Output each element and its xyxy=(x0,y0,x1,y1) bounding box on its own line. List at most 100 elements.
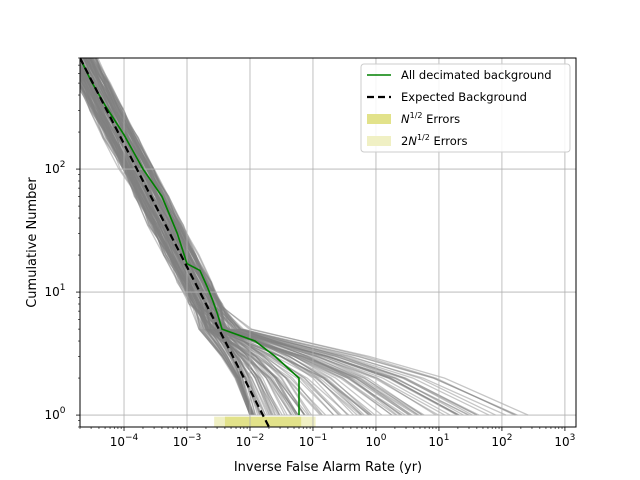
background-trace xyxy=(91,58,286,416)
background-trace xyxy=(80,69,253,416)
legend-swatch-patch xyxy=(367,114,391,124)
error-bands xyxy=(214,416,316,427)
background-trace xyxy=(80,75,255,416)
background-trace xyxy=(88,58,299,416)
background-trace xyxy=(80,84,420,416)
background-trace xyxy=(83,58,253,416)
legend-label: All decimated background xyxy=(401,68,552,82)
background-trace xyxy=(80,84,297,416)
background-trace xyxy=(83,58,517,416)
background-trace xyxy=(80,80,256,416)
background-trace xyxy=(80,69,397,416)
background-trace xyxy=(80,89,423,416)
background-trace xyxy=(80,64,458,416)
background-trace xyxy=(90,58,355,416)
background-trace xyxy=(88,58,262,416)
background-trace xyxy=(86,58,306,416)
background-trace xyxy=(80,68,305,416)
background-trace xyxy=(93,58,251,416)
background-trace xyxy=(88,58,348,416)
y-tick-label: 101 xyxy=(44,283,65,299)
background-trace xyxy=(80,76,255,416)
plot-frame xyxy=(79,57,577,428)
background-trace xyxy=(82,58,267,416)
x-tick-label: 10−1 xyxy=(299,433,328,449)
background-trace xyxy=(82,58,393,416)
background-trace xyxy=(85,58,274,416)
decimated-background-line xyxy=(80,58,300,416)
series-lines xyxy=(80,58,300,427)
background-trace xyxy=(80,65,439,416)
background-trace xyxy=(80,64,255,416)
background-trace xyxy=(80,73,251,416)
y-axis-ticks: 100 101 102 xyxy=(44,57,80,428)
expected-background-line xyxy=(80,58,270,427)
background-trace xyxy=(88,58,529,416)
background-trace xyxy=(80,84,362,416)
background-trace xyxy=(80,80,255,416)
background-trace xyxy=(80,68,459,416)
background-trace xyxy=(87,58,256,416)
x-tick-label: 10−4 xyxy=(110,433,139,449)
background-trace xyxy=(91,58,401,416)
background-trace xyxy=(80,71,478,416)
background-traces xyxy=(80,58,529,416)
background-trace xyxy=(80,81,323,416)
legend-swatch-patch xyxy=(367,136,391,146)
background-trace xyxy=(95,58,273,416)
background-trace xyxy=(89,58,251,416)
background-trace xyxy=(83,58,293,416)
background-trace xyxy=(80,80,417,416)
legend-label: N1/2 Errors xyxy=(401,111,460,126)
background-trace xyxy=(80,73,306,416)
x-tick-label: 10−2 xyxy=(236,433,265,449)
background-trace xyxy=(80,81,350,416)
background-trace xyxy=(85,58,254,416)
background-trace xyxy=(88,58,437,416)
background-trace xyxy=(94,58,261,416)
background-trace xyxy=(80,64,280,416)
x-axis-ticks: 10−4 10−3 10−2 10−1 100 101 102 103 xyxy=(79,427,575,449)
background-trace xyxy=(80,71,299,416)
background-trace xyxy=(80,76,470,416)
y-tick-label: 102 xyxy=(44,160,65,176)
background-trace xyxy=(80,63,342,416)
background-trace xyxy=(84,58,324,416)
x-tick-label: 103 xyxy=(554,433,575,449)
background-trace xyxy=(80,66,460,416)
background-trace xyxy=(80,84,299,416)
background-trace xyxy=(80,83,321,416)
background-trace xyxy=(80,72,341,416)
background-trace xyxy=(90,58,271,416)
background-trace xyxy=(80,85,469,416)
background-trace xyxy=(80,58,376,416)
background-trace xyxy=(80,60,480,416)
background-trace xyxy=(83,58,478,416)
background-trace xyxy=(80,69,251,416)
x-tick-label: 102 xyxy=(491,433,512,449)
background-trace xyxy=(87,58,496,416)
background-trace xyxy=(80,75,266,416)
background-trace xyxy=(80,70,251,416)
background-trace xyxy=(85,58,251,416)
background-trace xyxy=(80,63,306,416)
background-trace xyxy=(80,71,335,416)
background-trace xyxy=(80,87,406,416)
y-tick-label: 100 xyxy=(44,406,65,422)
background-trace xyxy=(80,58,518,416)
background-trace xyxy=(80,58,270,416)
background-trace xyxy=(80,83,446,416)
x-tick-label: 100 xyxy=(365,433,386,449)
background-trace xyxy=(80,69,393,416)
legend: All decimated background Expected Backgro… xyxy=(360,63,571,153)
legend-box xyxy=(360,63,571,153)
x-tick-label: 10−3 xyxy=(173,433,202,449)
background-trace xyxy=(80,70,451,416)
error-band-1sigma xyxy=(224,416,302,427)
background-trace xyxy=(80,69,460,416)
background-trace xyxy=(80,66,413,416)
background-trace xyxy=(80,64,283,416)
background-trace xyxy=(80,61,262,416)
background-trace xyxy=(80,67,293,416)
